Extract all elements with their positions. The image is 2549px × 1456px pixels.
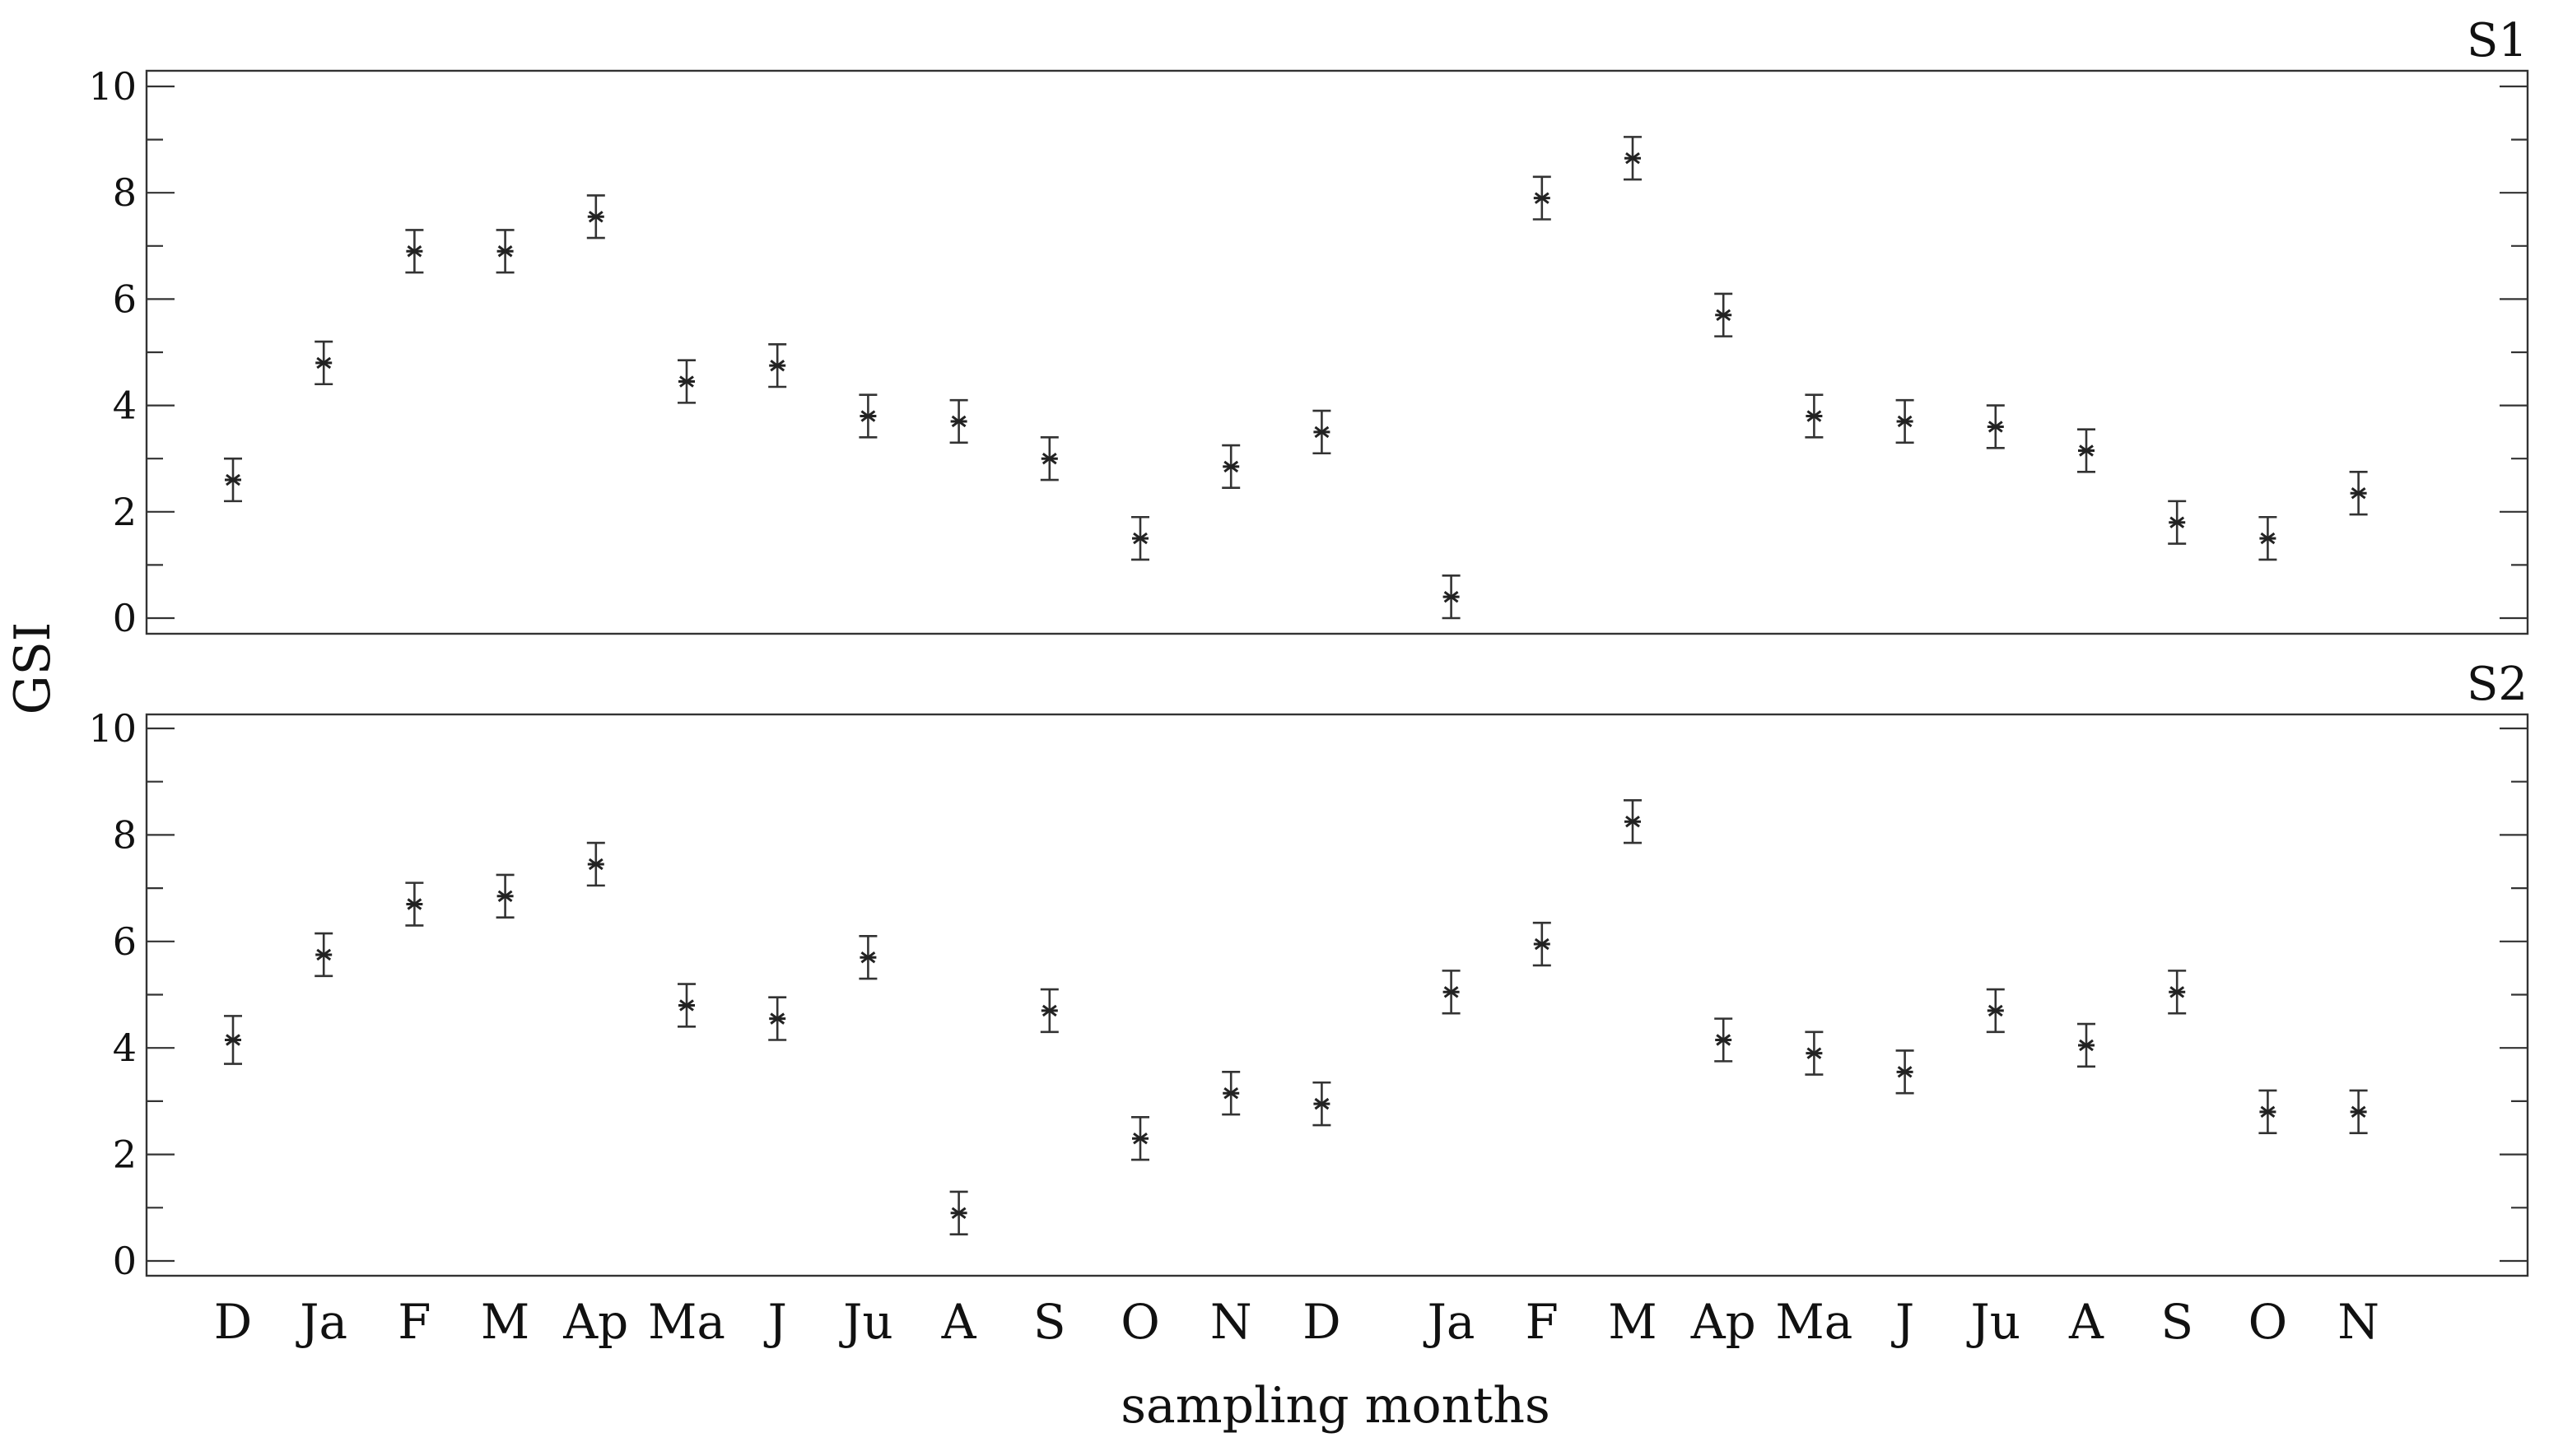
y-tick-label: 4 <box>113 384 137 428</box>
y-tick-label: 8 <box>113 812 137 857</box>
x-tick-label: F <box>398 1294 431 1350</box>
y-tick-label: 6 <box>113 277 137 321</box>
y-tick-label: 10 <box>88 706 137 751</box>
data-point <box>678 359 696 404</box>
y-tick-label: 0 <box>113 596 137 640</box>
data-point <box>859 935 878 980</box>
data-point <box>2077 1022 2095 1068</box>
x-tick-label: Ja <box>1424 1294 1475 1350</box>
data-point <box>1442 970 1461 1015</box>
x-tick-label: Ap <box>1690 1294 1756 1350</box>
data-point <box>1714 1017 1733 1063</box>
data-marks <box>224 136 2368 1235</box>
data-point <box>315 340 333 386</box>
data-point <box>1040 436 1059 481</box>
data-point <box>2168 970 2187 1015</box>
x-tick-label: F <box>1526 1294 1559 1350</box>
x-tick-label: S <box>2160 1294 2193 1350</box>
x-tick-label: O <box>1121 1294 1160 1350</box>
data-point <box>405 882 424 927</box>
data-point <box>315 932 333 978</box>
y-tick-label: 8 <box>113 170 137 215</box>
data-point <box>768 343 787 388</box>
data-point <box>768 996 787 1041</box>
x-tick-label: Ju <box>839 1294 893 1350</box>
x-tick-label: J <box>764 1294 787 1350</box>
y-tick-label: 2 <box>113 490 137 534</box>
x-tick-label: S <box>1033 1294 1066 1350</box>
panel-frame-2 <box>145 713 2529 1277</box>
data-point <box>1222 444 1241 490</box>
data-point <box>949 398 968 444</box>
panel-label-2: S2 <box>2467 658 2528 711</box>
data-point <box>586 194 605 240</box>
data-point <box>1986 988 2005 1034</box>
data-point <box>1312 1081 1331 1127</box>
data-point <box>2258 1089 2277 1135</box>
data-point <box>1532 921 1551 967</box>
data-point <box>1532 175 1551 221</box>
x-tick-label: Ap <box>562 1294 628 1350</box>
data-point <box>1986 404 2005 449</box>
data-point <box>224 457 242 503</box>
y-tick-label: 2 <box>113 1133 137 1177</box>
data-point <box>405 229 424 274</box>
x-tick-label: Ja <box>296 1294 347 1350</box>
x-tick-label: M <box>481 1294 529 1350</box>
data-point <box>678 983 696 1028</box>
x-tick-label: A <box>2068 1294 2104 1350</box>
data-point <box>1805 1030 1824 1076</box>
data-point <box>1442 574 1461 620</box>
x-axis-title: sampling months <box>1121 1377 1550 1435</box>
data-point <box>859 393 878 439</box>
x-tick-label: Ju <box>1966 1294 2020 1350</box>
x-tick-label: M <box>1608 1294 1657 1350</box>
data-point <box>224 1015 242 1065</box>
data-point <box>1805 393 1824 439</box>
data-point <box>1714 292 1733 337</box>
x-tick-label: N <box>2337 1294 2379 1350</box>
x-tick-label: J <box>1891 1294 1914 1350</box>
x-tick-label: O <box>2248 1294 2288 1350</box>
data-point <box>1624 799 1642 844</box>
y-tick-label: 4 <box>113 1026 137 1070</box>
data-point <box>496 229 515 274</box>
data-point <box>2258 515 2277 561</box>
x-tick-label: N <box>1210 1294 1252 1350</box>
axis-ticks <box>147 85 2528 1263</box>
y-tick-label: 6 <box>113 919 137 964</box>
x-tick-label: D <box>214 1294 253 1350</box>
data-point <box>1131 515 1149 561</box>
data-point <box>2349 471 2368 516</box>
y-tick-label: 0 <box>113 1239 137 1283</box>
data-point <box>1895 1049 1914 1095</box>
x-tick-label: A <box>941 1294 977 1350</box>
x-tick-label: D <box>1302 1294 1341 1350</box>
data-point <box>1222 1071 1241 1116</box>
data-point <box>1624 136 1642 181</box>
y-tick-label: 10 <box>88 64 137 109</box>
x-tick-label: Ma <box>1775 1294 1852 1350</box>
data-point <box>1895 398 1914 444</box>
panel-frame-1 <box>145 69 2529 635</box>
data-point <box>586 841 605 887</box>
data-point <box>2168 500 2187 545</box>
data-point <box>496 873 515 919</box>
data-point <box>949 1190 968 1235</box>
panel-label-1: S1 <box>2467 14 2528 67</box>
data-point <box>1312 409 1331 455</box>
data-point <box>1131 1116 1149 1161</box>
data-point <box>2349 1089 2368 1135</box>
x-tick-label: Ma <box>648 1294 725 1350</box>
y-axis-title: GSI <box>4 622 62 715</box>
data-point <box>1040 988 1059 1034</box>
data-point <box>2077 428 2095 473</box>
